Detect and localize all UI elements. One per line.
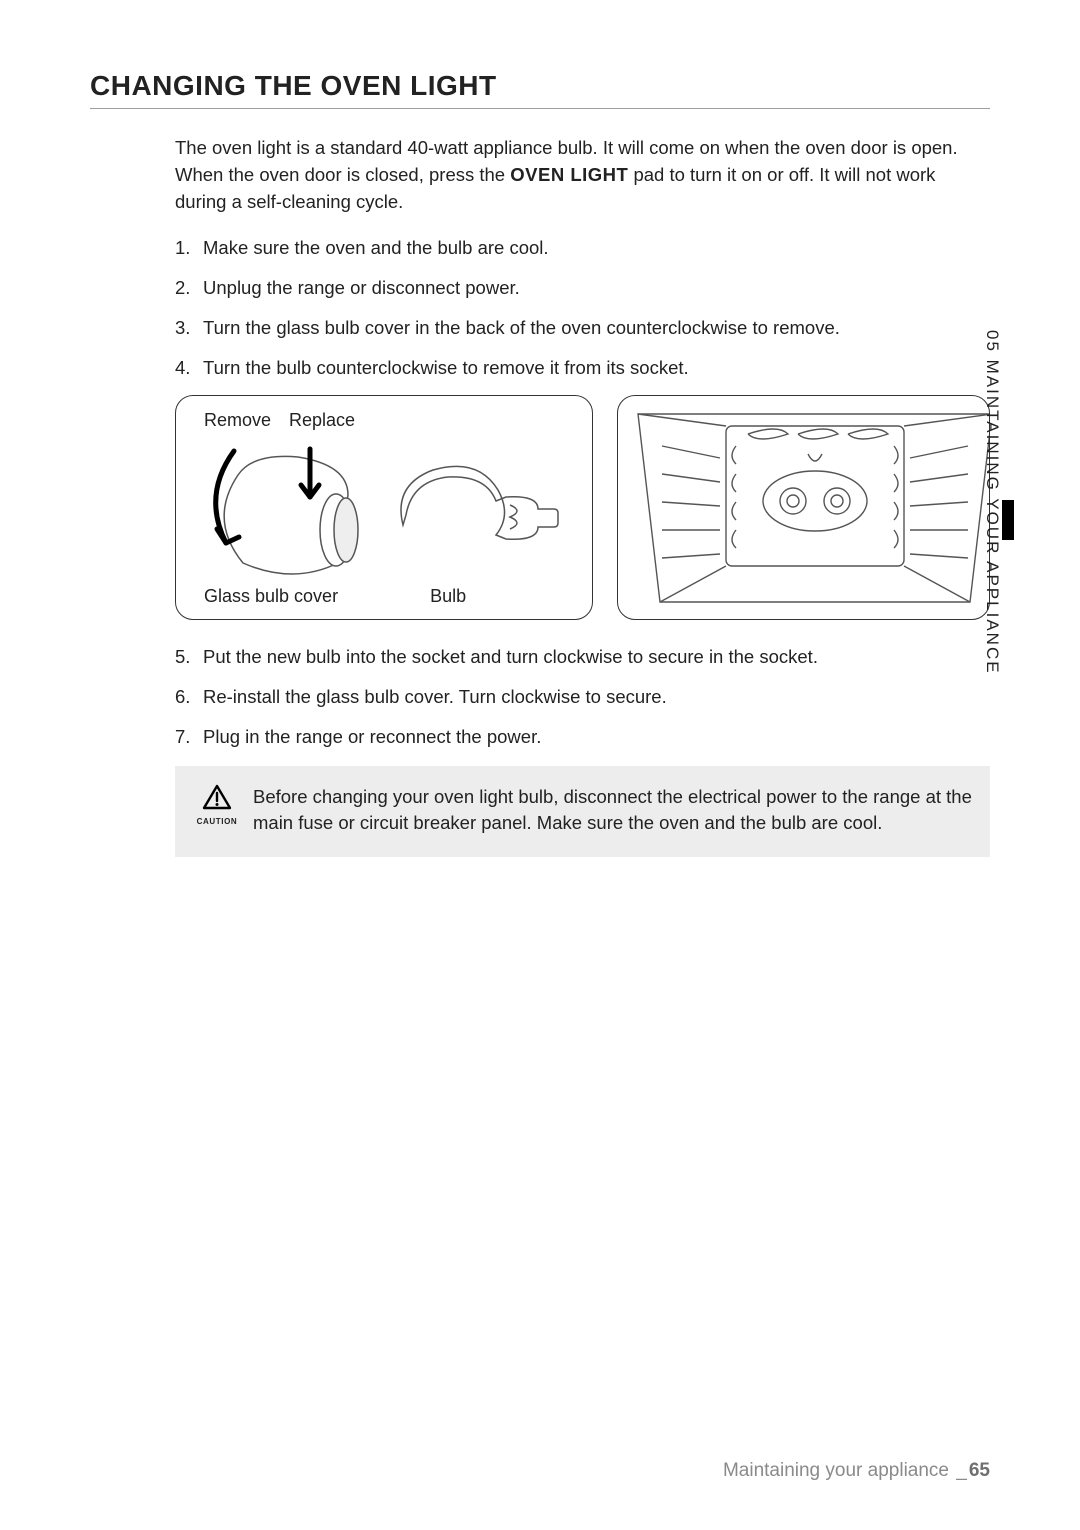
footer-page-number: 65 — [969, 1460, 990, 1481]
warning-triangle-icon — [187, 784, 247, 814]
step-item: Turn the glass bulb cover in the back of… — [175, 315, 990, 341]
diagram-panel-bulb: Remove Replace — [175, 395, 593, 620]
steps-list-top: Make sure the oven and the bulb are cool… — [175, 235, 990, 381]
section-heading: CHANGING THE OVEN LIGHT — [90, 70, 990, 109]
step-item: Turn the bulb counterclockwise to remove… — [175, 355, 990, 381]
caution-icon-block: CAUTION — [187, 784, 247, 828]
footer-section: Maintaining your appliance — [723, 1460, 949, 1481]
page-footer: Maintaining your appliance _65 — [723, 1460, 990, 1482]
diagram-panel-oven-interior — [617, 395, 990, 620]
manual-page: CHANGING THE OVEN LIGHT The oven light i… — [0, 0, 1080, 1530]
step-item: Plug in the range or reconnect the power… — [175, 724, 990, 750]
step-item: Make sure the oven and the bulb are cool… — [175, 235, 990, 261]
oven-interior-svg — [618, 396, 990, 620]
label-replace: Replace — [289, 410, 355, 431]
label-glass-bulb-cover: Glass bulb cover — [204, 586, 338, 607]
step-item: Unplug the range or disconnect power. — [175, 275, 990, 301]
step-item: Re-install the glass bulb cover. Turn cl… — [175, 684, 990, 710]
caution-label: CAUTION — [187, 816, 247, 828]
intro-bold: OVEN LIGHT — [510, 164, 628, 185]
label-bulb: Bulb — [430, 586, 466, 607]
side-tab-marker — [1002, 500, 1014, 540]
caution-box: CAUTION Before changing your oven light … — [175, 766, 990, 858]
caution-text: Before changing your oven light bulb, di… — [253, 784, 972, 838]
footer-separator: _ — [956, 1460, 967, 1481]
step-item: Put the new bulb into the socket and tur… — [175, 644, 990, 670]
body-content: The oven light is a standard 40-watt app… — [175, 135, 990, 857]
steps-list-bottom: Put the new bulb into the socket and tur… — [175, 644, 990, 750]
intro-paragraph: The oven light is a standard 40-watt app… — [175, 135, 990, 215]
diagram-row: Remove Replace — [175, 395, 990, 620]
bulb-diagram-svg — [198, 435, 578, 585]
label-remove: Remove — [204, 410, 271, 431]
side-tab-label: 05 MAINTAINING YOUR APPLIANCE — [982, 330, 1002, 675]
